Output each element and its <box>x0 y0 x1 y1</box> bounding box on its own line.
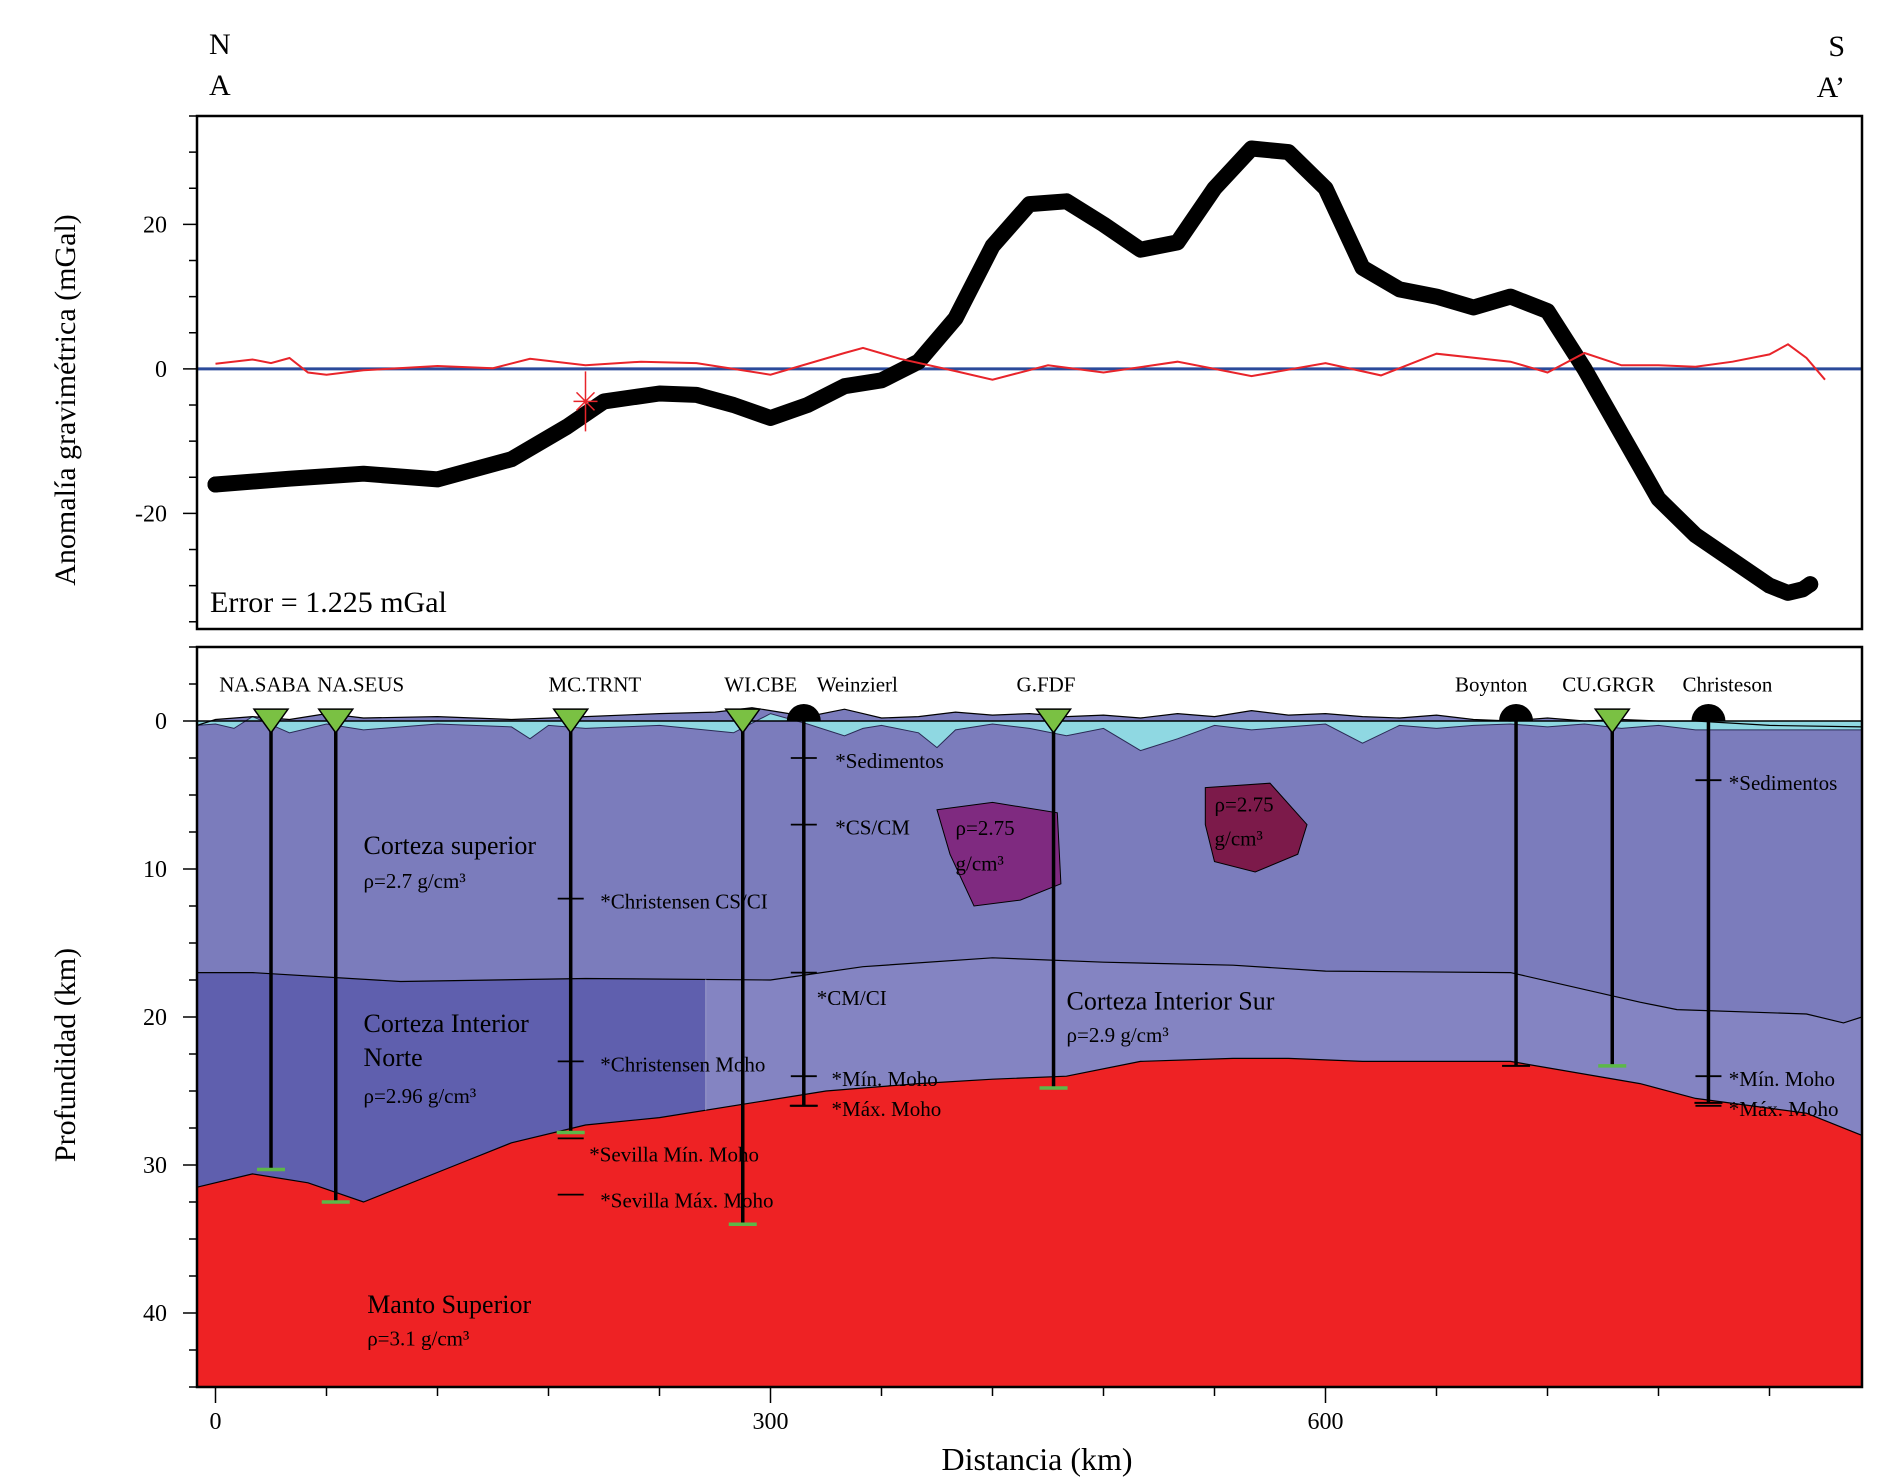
upper-crust-base-line <box>197 957 1862 1024</box>
distance-x-axis: 0 300 600 <box>210 1387 1771 1435</box>
body-east-label: ρ=2.75 <box>1215 792 1274 816</box>
layer-name-label: Corteza Interior <box>364 1009 530 1038</box>
body-west-polygon <box>936 801 1062 907</box>
cross-marker-0 <box>573 371 598 432</box>
station-label: WI.CBE <box>724 672 797 696</box>
station-label: MC.TRNT <box>549 672 642 696</box>
station-label: G.FDF <box>1017 672 1076 696</box>
station-label: Boynton <box>1455 672 1528 696</box>
layer-name-label: Corteza superior <box>364 831 537 860</box>
north-point: A <box>209 69 231 102</box>
depth-mark-label: *Christensen Moho <box>600 1052 765 1076</box>
south-point: A’ <box>1817 71 1845 104</box>
station-label: NA.SEUS <box>317 672 404 696</box>
station-triangle-marker <box>317 708 355 735</box>
endpoint-marker-1 <box>1802 576 1819 593</box>
depth-y-axis: 0 10 20 30 40 <box>143 646 197 1388</box>
station-triangle-marker <box>252 708 290 735</box>
gravity-y-axis: 20 0 -20 <box>135 115 197 623</box>
station-triangle-marker <box>552 708 590 735</box>
north-lower-crust-layer <box>197 972 706 1202</box>
depth-mark-label: *Máx. Moho <box>1729 1097 1839 1121</box>
depth-mark-label: *CM/CI <box>817 986 887 1010</box>
depth-mark-label: *Mín. Moho <box>832 1067 938 1091</box>
layer-name-label: Norte <box>364 1043 423 1072</box>
depth-mark-label: *Máx. Moho <box>832 1097 942 1121</box>
station-label: CU.GRGR <box>1562 672 1655 696</box>
endpoint-marker-0 <box>207 476 224 493</box>
station-label: Christeson <box>1683 672 1773 696</box>
gravity-panel: 20 0 -20 Error = 1.225 mGal <box>135 114 1864 631</box>
refraction-semicircle-marker <box>1499 704 1534 721</box>
station-triangle-marker <box>1035 708 1073 735</box>
station-label: Weinzierl <box>817 672 898 696</box>
body-west-label: g/cm³ <box>956 851 1004 875</box>
layer-name-label: Manto Superior <box>367 1290 531 1319</box>
body-east-polygon <box>1204 782 1308 873</box>
gravity-tick-label: -20 <box>135 501 167 527</box>
south-letter: S <box>1828 30 1845 63</box>
depth-mark-label: *Sedimentos <box>835 749 944 773</box>
depth-tick-label: 0 <box>155 709 167 735</box>
depth-mark-label: *Sevilla Mín. Moho <box>589 1143 759 1167</box>
gravity-tick-label: 20 <box>143 212 167 238</box>
sediment-layer <box>197 713 1862 751</box>
depth-ylabel: Profundidad (km) <box>49 948 82 1162</box>
body-west-label: ρ=2.75 <box>956 816 1015 840</box>
depth-mark-label: *Mín. Moho <box>1729 1067 1835 1091</box>
gravity-panel-frame <box>195 114 1864 631</box>
station-label: NA.SABA <box>219 672 311 696</box>
station-triangle-marker <box>1593 708 1631 735</box>
depth-mark-label: *CS/CM <box>835 816 910 840</box>
gravity-ylabel: Anomalía gravimétrica (mGal) <box>49 214 82 586</box>
depth-mark-label: *Sevilla Máx. Moho <box>600 1189 773 1213</box>
body-east-label: g/cm³ <box>1215 826 1263 850</box>
depth-tick-label: 30 <box>143 1153 167 1179</box>
depth-tick-label: 20 <box>143 1005 167 1031</box>
depth-mark-label: *Christensen CS/CI <box>600 890 767 914</box>
gravity-tick-label: 0 <box>155 357 167 383</box>
north-letter: N <box>209 28 231 61</box>
observed-anomaly-line <box>207 140 1819 601</box>
calculated-anomaly-line <box>215 147 1811 594</box>
error-label: Error = 1.225 mGal <box>210 586 447 619</box>
layer-density-label: ρ=2.7 g/cm³ <box>364 869 466 893</box>
depth-tick-label: 10 <box>143 857 167 883</box>
sediment-base-line <box>197 713 1862 752</box>
distance-tick-label: 0 <box>210 1409 222 1435</box>
layer-density-label: ρ=2.96 g/cm³ <box>364 1084 477 1108</box>
layer-density-label: ρ=3.1 g/cm³ <box>367 1327 469 1351</box>
depth-tick-label: 40 <box>143 1301 167 1327</box>
distance-tick-label: 300 <box>753 1409 789 1435</box>
model-panel: Corteza superior ρ=2.7 g/cm³ Corteza Inter… <box>143 645 1864 1435</box>
moho-line <box>197 1057 1862 1203</box>
layer-density-label: ρ=2.9 g/cm³ <box>1067 1023 1169 1047</box>
residual-line <box>215 343 1826 381</box>
distance-tick-label: 600 <box>1308 1409 1344 1435</box>
layer-name-label: Corteza Interior Sur <box>1067 987 1275 1016</box>
depth-mark-label: *Sedimentos <box>1729 771 1838 795</box>
refraction-semicircle-marker <box>786 704 821 721</box>
distance-xlabel: Distancia (km) <box>941 1441 1132 1477</box>
station-triangle-marker <box>724 708 762 735</box>
refraction-semicircle-marker <box>1691 704 1726 721</box>
